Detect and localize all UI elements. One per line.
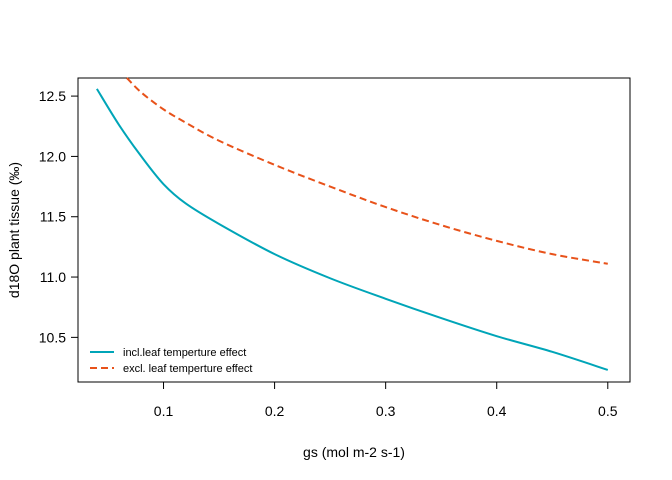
x-tick-label: 0.3	[376, 403, 396, 419]
legend-label-2: excl. leaf temperture effect	[123, 363, 252, 375]
y-tick-label: 12.5	[39, 88, 66, 104]
legend-label-1: incl.leaf temperture effect	[123, 347, 246, 359]
y-axis-title: d18O plant tissue (‰)	[6, 162, 22, 298]
series-line-2	[126, 77, 608, 265]
x-tick-label: 0.5	[598, 403, 618, 419]
y-tick-label: 12.0	[39, 148, 66, 164]
x-tick-label: 0.1	[154, 403, 174, 419]
legend: incl.leaf temperture effect excl. leaf te…	[90, 347, 252, 375]
y-tick-label: 11.5	[40, 209, 66, 225]
series-line-1	[96, 88, 609, 371]
x-tick-label: 0.4	[487, 403, 507, 419]
x-axis: 0.1 0.2 0.3 0.4 0.5	[154, 382, 618, 419]
series-layer	[96, 77, 609, 371]
y-axis: 10.5 11.0 11.5 12.0 12.5	[39, 88, 78, 345]
x-axis-title: gs (mol m-2 s-1)	[303, 444, 405, 460]
y-tick-label: 10.5	[39, 329, 66, 345]
y-tick-label: 11.0	[40, 269, 66, 285]
plot-frame	[77, 77, 631, 383]
x-tick-label: 0.2	[265, 403, 285, 419]
